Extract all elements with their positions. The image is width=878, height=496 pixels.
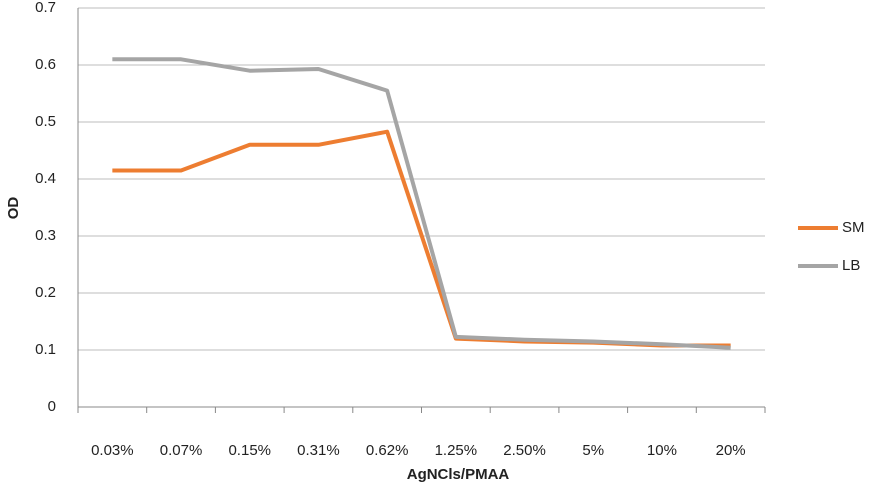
y-tick-label: 0.2 <box>35 284 56 301</box>
line-series <box>112 129 731 348</box>
x-tick-label: 10% <box>647 442 677 459</box>
y-tick-label: 0 <box>48 398 56 415</box>
y-tick-label: 0.4 <box>35 170 56 187</box>
y-tick-label: 0.1 <box>35 341 56 358</box>
y-tick-label: 0.3 <box>35 227 56 244</box>
x-tick-label: 1.25% <box>435 442 478 459</box>
y-tick-label: 0.5 <box>35 113 56 130</box>
x-tick-label: 0.62% <box>366 442 409 459</box>
x-tick-label: 0.15% <box>228 442 271 459</box>
x-tick-label: 0.07% <box>160 442 203 459</box>
x-tick-label: 20% <box>716 442 746 459</box>
x-tick-label: 5% <box>582 442 604 459</box>
y-axis-label: OD <box>5 197 22 220</box>
legend-label: SM <box>842 219 865 236</box>
x-tick-label: 0.31% <box>297 442 340 459</box>
x-tick-label: 0.03% <box>91 442 134 459</box>
line-series <box>112 57 731 350</box>
x-axis-label: AgNCls/PMAA <box>407 466 510 483</box>
y-tick-label: 0.6 <box>35 56 56 73</box>
x-tick-label: 2.50% <box>503 442 546 459</box>
legend-label: LB <box>842 257 860 274</box>
y-tick-label: 0.7 <box>35 0 56 16</box>
